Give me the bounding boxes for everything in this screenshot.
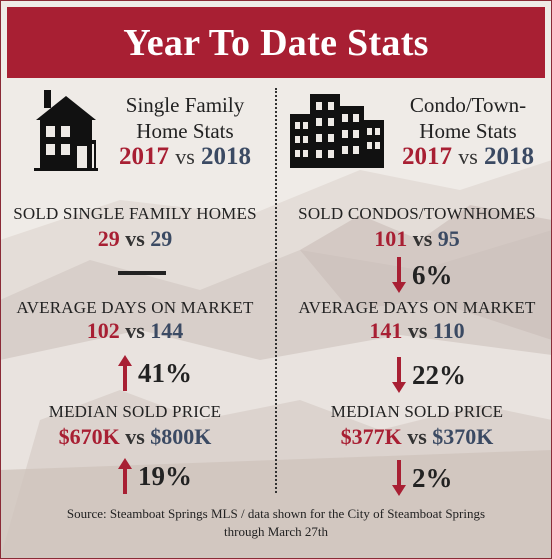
stat-values: 101 vs 95 [282,226,552,252]
vs-label: vs [125,424,145,449]
single-family-title: Single Family Home Stats 2017 vs 2018 [100,92,270,170]
change-percent: 41% [138,357,192,388]
change-percent: 22% [412,359,466,390]
vs-label: vs [412,226,433,251]
condo-townhome-column: Condo/Town- Home Stats 2017 vs 2018 SOLD… [282,0,552,559]
value-2018: $800K [150,424,212,449]
condo-title-line2: Home Stats [419,119,517,143]
vs-label: vs [175,144,195,169]
arrow-down-icon [392,357,406,393]
source-line1: Source: Steamboat Springs MLS / data sho… [66,506,486,521]
arrow-up-icon [118,458,132,494]
vs-label: vs [125,226,145,251]
stat-values: 29 vs 29 [0,226,270,252]
change-percent: 2% [412,462,453,493]
year-2018: 2018 [201,143,252,170]
source-line2: through March 27th [224,524,328,539]
arrow-down-icon [392,460,406,496]
column-divider [275,88,277,493]
single-family-title-line1: Single Family [125,93,245,117]
stat-label: AVERAGE DAYS ON MARKET [16,298,254,317]
stat-label: MEDIAN SOLD PRICE [330,402,504,421]
stat-label: SOLD SINGLE FAMILY HOMES [13,204,257,223]
value-2018: 144 [150,318,184,343]
year-2017: 2017 [401,143,452,170]
arrow-up-icon [118,355,132,391]
value-2018: $370K [432,424,494,449]
stat-values: 102 vs 144 [0,318,270,344]
single-family-title-line2: Home Stats [136,119,234,143]
condo-title-line1: Condo/Town- [409,93,527,117]
stat-change: 22% [392,357,466,393]
year-2018: 2018 [484,143,535,170]
stat-values: 141 vs 110 [282,318,552,344]
page-title: Year To Date Stats [123,21,429,64]
value-2018: 110 [432,318,465,343]
single-family-column: Single Family Home Stats 2017 vs 2018 SO… [0,0,270,559]
house-icon [34,90,98,171]
year-2017: 2017 [118,143,169,170]
stat-label: AVERAGE DAYS ON MARKET [298,298,536,317]
value-2017: $670K [58,424,120,449]
vs-label: vs [125,318,145,343]
stat-change: 19% [118,458,192,494]
vs-label: vs [407,318,428,343]
change-percent: 19% [138,460,192,491]
value-2017: 102 [86,318,120,343]
stat-values: $377K vs $370K [282,424,552,450]
no-change-dash-icon [118,271,166,275]
single-family-years: 2017 vs 2018 [100,144,270,170]
buildings-icon [290,94,384,168]
stat-change: 2% [392,460,453,496]
value-2017: $377K [340,424,402,449]
value-2018: 95 [437,226,460,251]
value-2017: 29 [97,226,120,251]
stat-values: $670K vs $800K [0,424,270,450]
stat-label: SOLD CONDOS/TOWNHOMES [298,204,536,223]
vs-label: vs [458,144,478,169]
stat-change: 6% [392,257,453,293]
value-2017: 101 [374,226,408,251]
stat-change: 41% [118,355,192,391]
arrow-down-icon [392,257,406,293]
stat-label: MEDIAN SOLD PRICE [48,402,222,421]
header-banner: Year To Date Stats [7,7,545,78]
condo-title: Condo/Town- Home Stats 2017 vs 2018 [384,92,552,170]
change-percent: 6% [412,259,453,290]
vs-label: vs [407,424,427,449]
source-note: Source: Steamboat Springs MLS / data sho… [0,505,552,541]
value-2017: 141 [369,318,403,343]
condo-years: 2017 vs 2018 [384,144,552,170]
value-2018: 29 [150,226,173,251]
